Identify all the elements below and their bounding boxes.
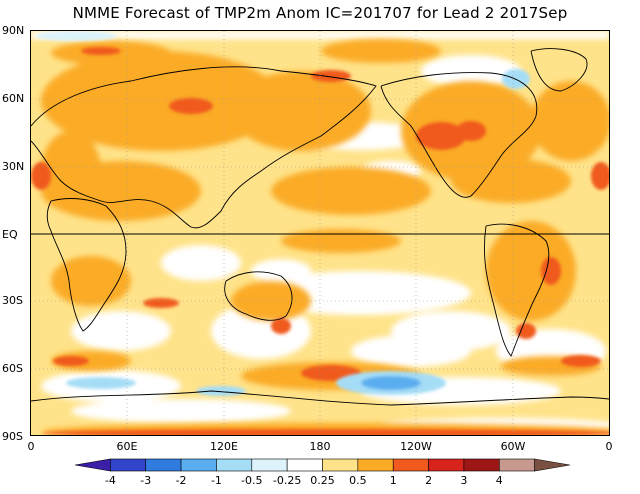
anomaly-map — [30, 30, 610, 436]
colorbar-swatch — [251, 458, 288, 472]
hot-regions-1-to-2 — [31, 47, 609, 435]
warm-regions-0p5-to-1 — [41, 39, 609, 435]
colorbar-swatch — [145, 458, 182, 472]
lat-label-60n: 60N — [2, 92, 25, 105]
lon-label-60e: 60E — [116, 440, 138, 453]
colorbar-swatch — [357, 458, 394, 472]
colorbar-swatch — [428, 458, 465, 472]
colorbar-tick-label: 3 — [460, 474, 468, 487]
lon-label-60w: 60W — [500, 440, 526, 453]
coastlines — [31, 48, 609, 406]
colorbar-tick-label: 2 — [425, 474, 433, 487]
colorbar-swatch — [74, 458, 111, 472]
colorbar-tick-label: 0.5 — [349, 474, 367, 487]
colorbar-tick-label: 0.25 — [310, 474, 335, 487]
lat-label-90n: 90N — [2, 24, 25, 37]
colorbar-swatch — [216, 458, 253, 472]
colorbar-swatch — [392, 458, 429, 472]
colorbar-tick-label: -2 — [175, 474, 187, 487]
lat-label-30n: 30N — [2, 160, 25, 173]
colorbar-tick-label: -1 — [210, 474, 222, 487]
lon-label-120e: 120E — [210, 440, 238, 453]
lon-label-0-left: 0 — [27, 440, 35, 453]
colorbar-swatch — [110, 458, 147, 472]
lon-label-180: 180 — [309, 440, 331, 453]
colorbar-tick-label: -4 — [104, 474, 116, 487]
graticule — [31, 31, 609, 435]
lat-label-eq: EQ — [2, 228, 18, 241]
colorbar-swatch — [534, 458, 571, 472]
lon-label-0-right: 0 — [605, 440, 613, 453]
colorbar-swatch — [463, 458, 500, 472]
lon-label-120w: 120W — [400, 440, 432, 453]
map-title: NMME Forecast of TMP2m Anom IC=201707 fo… — [72, 4, 568, 22]
colorbar-swatch — [498, 458, 535, 472]
colorbar-tick-label: -0.25 — [272, 474, 302, 487]
lat-label-60s: 60S — [2, 362, 23, 375]
colorbar-tick-label: 4 — [495, 474, 503, 487]
colorbar-swatch — [180, 458, 217, 472]
anomaly-map-svg — [31, 31, 609, 435]
lat-label-30s: 30S — [2, 294, 23, 307]
colorbar-tick-label: -3 — [140, 474, 152, 487]
colorbar-tick-label: 1 — [389, 474, 397, 487]
colorbar-swatch — [286, 458, 323, 472]
colorbar — [74, 458, 571, 472]
colorbar-swatch — [322, 458, 359, 472]
colorbar-tick-label: -0.5 — [241, 474, 263, 487]
lat-label-90s: 90S — [2, 430, 23, 443]
